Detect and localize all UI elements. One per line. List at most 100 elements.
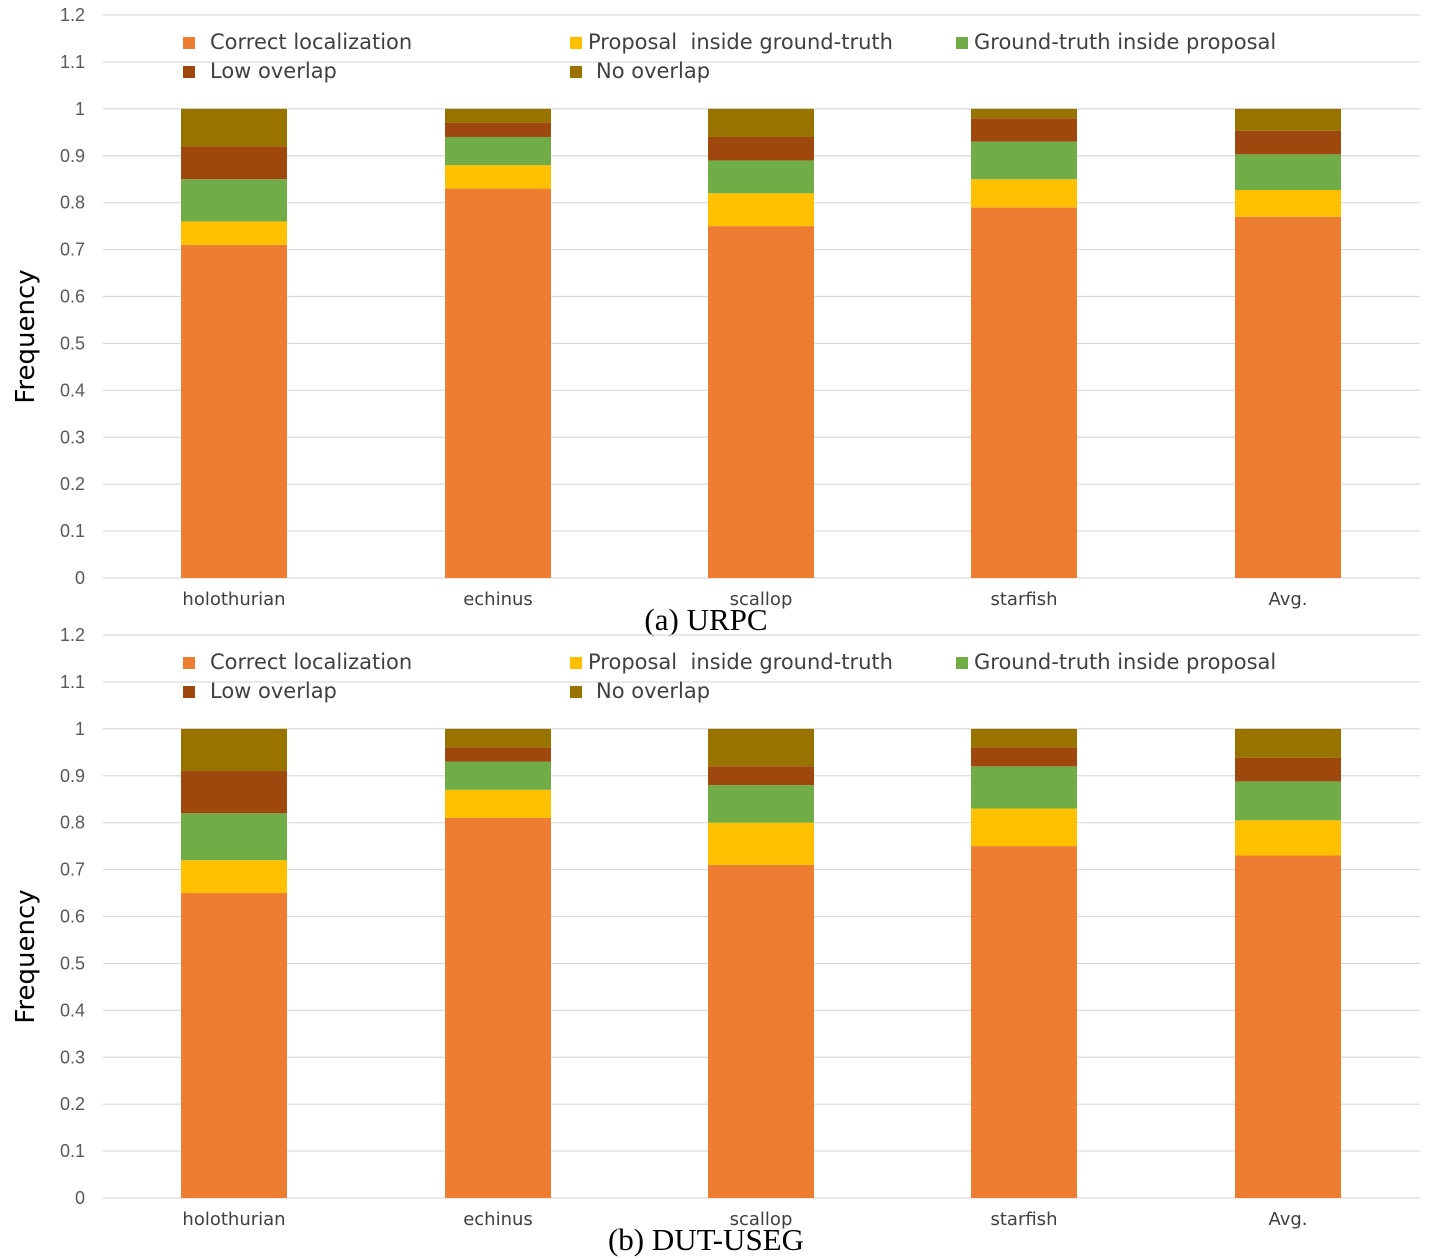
x-tick-label-scallop: scallop: [730, 589, 793, 610]
bar-segment-ground-truth-inside-proposal: [1235, 781, 1341, 821]
y-tick-label: 0.5: [60, 333, 85, 353]
x-tick-label-holothurian: holothurian: [182, 1209, 285, 1230]
bar-segment-proposal-inside-ground-truth: [708, 193, 814, 227]
bar-segment-correct-localization: [971, 207, 1077, 578]
bar-segment-low-overlap: [445, 747, 551, 762]
legend-label: Ground-truth inside proposal: [974, 650, 1276, 674]
y-tick-label: 0.6: [60, 907, 85, 927]
chart-panel-2: 0 0.1 0.2 0.3 0.4 0.5 0.6 0.7 0.8 0.9 1 1.1 1.2 holot…: [11, 625, 1420, 1257]
y-tick-label: 0.1: [60, 1141, 85, 1161]
bar-segment-correct-localization: [1235, 216, 1341, 578]
bar-segment-correct-localization: [445, 188, 551, 578]
legend-item-low-overlap: Low overlap: [183, 59, 337, 83]
bar-segment-proposal-inside-ground-truth: [971, 808, 1077, 847]
y-tick-label: 0.6: [60, 287, 85, 307]
bar-segment-low-overlap: [445, 122, 551, 137]
legend-label: Low overlap: [210, 679, 337, 703]
bar-stack-starfish: [971, 108, 1077, 578]
legend-swatch: [183, 657, 195, 669]
bar-segment-no-overlap: [181, 728, 287, 772]
bar-segment-low-overlap: [181, 146, 287, 180]
y-axis-title: Frequency: [11, 889, 41, 1023]
y-tick-label: 0.2: [60, 1094, 85, 1114]
bar-segment-low-overlap: [1235, 757, 1341, 782]
bar-segment-ground-truth-inside-proposal: [708, 160, 814, 194]
bar-segment-proposal-inside-ground-truth: [708, 822, 814, 865]
bar-stack-holothurian: [181, 108, 287, 578]
legend-swatch: [570, 686, 582, 698]
chart-caption: (b) DUT-USEG: [608, 1222, 804, 1257]
bar-segment-ground-truth-inside-proposal: [971, 141, 1077, 180]
y-tick-label: 0.3: [60, 427, 85, 447]
y-tick-label: 0.9: [60, 766, 85, 786]
y-tick-label: 0.4: [60, 1000, 85, 1020]
x-axis-labels: holothurian echinus scallop starfish Avg.: [182, 1209, 1307, 1230]
bar-segment-proposal-inside-ground-truth: [445, 165, 551, 189]
bar-segment-ground-truth-inside-proposal: [1235, 154, 1341, 190]
y-tick-label: 0: [75, 1188, 85, 1208]
y-tick-label: 0.3: [60, 1047, 85, 1067]
bar-segment-low-overlap: [708, 136, 814, 161]
legend-swatch: [183, 686, 195, 698]
bar-segment-proposal-inside-ground-truth: [445, 789, 551, 818]
y-tick-label: 1: [75, 99, 85, 119]
bar-segment-no-overlap: [708, 108, 814, 137]
y-tick-label: 0.8: [60, 813, 85, 833]
bar-segment-no-overlap: [1235, 108, 1341, 131]
y-tick-label: 0.4: [60, 380, 85, 400]
legend-label: Correct localization: [210, 650, 412, 674]
legend-item-no-overlap: No overlap: [570, 679, 710, 703]
legend: Correct localization Proposal inside grou…: [183, 30, 1276, 83]
legend-swatch: [956, 657, 968, 669]
legend-label: Correct localization: [210, 30, 412, 54]
bar-segment-correct-localization: [971, 846, 1077, 1198]
bar-stack-starfish: [971, 728, 1077, 1198]
legend-label: Proposal inside ground-truth: [588, 30, 893, 54]
y-tick-label: 1.1: [60, 672, 85, 692]
legend-swatch: [570, 657, 582, 669]
bar-segment-ground-truth-inside-proposal: [181, 179, 287, 222]
x-axis-labels: holothurian echinus scallop starfish Avg.: [182, 589, 1307, 610]
bar-segment-correct-localization: [708, 864, 814, 1198]
bar-segment-ground-truth-inside-proposal: [445, 136, 551, 166]
y-axis-ticks: 0 0.1 0.2 0.3 0.4 0.5 0.6 0.7 0.8 0.9 1 1.1 1.2: [60, 625, 85, 1208]
bar-segment-correct-localization: [1235, 855, 1341, 1198]
y-tick-label: 0.1: [60, 521, 85, 541]
x-tick-label-echinus: echinus: [463, 1209, 533, 1230]
y-axis-ticks: 0 0.1 0.2 0.3 0.4 0.5 0.6 0.7 0.8 0.9 1 1.1 1.2: [60, 5, 85, 588]
chart-caption: (a) URPC: [644, 602, 767, 637]
bar-segment-ground-truth-inside-proposal: [708, 785, 814, 823]
x-tick-label-starfish: starfish: [991, 589, 1058, 610]
bar-segment-no-overlap: [181, 108, 287, 147]
legend-swatch: [956, 37, 968, 49]
x-tick-label-avg: Avg.: [1268, 589, 1307, 610]
legend: Correct localization Proposal inside grou…: [183, 650, 1276, 703]
x-tick-label-starfish: starfish: [991, 1209, 1058, 1230]
y-axis-title: Frequency: [11, 269, 41, 403]
legend-swatch: [570, 66, 582, 78]
legend-item-ground-truth-inside-proposal: Ground-truth inside proposal: [956, 30, 1276, 54]
y-tick-label: 0.5: [60, 953, 85, 973]
bar-segment-no-overlap: [445, 108, 551, 123]
x-tick-label-holothurian: holothurian: [182, 589, 285, 610]
legend-item-low-overlap: Low overlap: [183, 679, 337, 703]
bar-stack-avg: [1235, 108, 1341, 578]
bar-stack-echinus: [445, 108, 551, 578]
y-tick-label: 1.1: [60, 52, 85, 72]
legend-item-correct-localization: Correct localization: [183, 30, 412, 54]
bar-segment-low-overlap: [971, 118, 1077, 142]
bar-segment-low-overlap: [1235, 130, 1341, 155]
x-tick-label-avg: Avg.: [1268, 1209, 1307, 1230]
y-tick-label: 1.2: [60, 5, 85, 25]
bar-segment-correct-localization: [445, 817, 551, 1198]
bar-segment-no-overlap: [445, 728, 551, 748]
legend-item-no-overlap: No overlap: [570, 59, 710, 83]
bar-segment-proposal-inside-ground-truth: [971, 179, 1077, 208]
legend-label: No overlap: [596, 679, 710, 703]
chart-panel-1: 0 0.1 0.2 0.3 0.4 0.5 0.6 0.7 0.8 0.9 1 1.1 1.2 holot…: [11, 5, 1420, 637]
bar-segment-proposal-inside-ground-truth: [1235, 189, 1341, 217]
y-tick-label: 0.9: [60, 146, 85, 166]
bar-stack-scallop: [708, 108, 814, 578]
bar-segment-no-overlap: [971, 108, 1077, 119]
